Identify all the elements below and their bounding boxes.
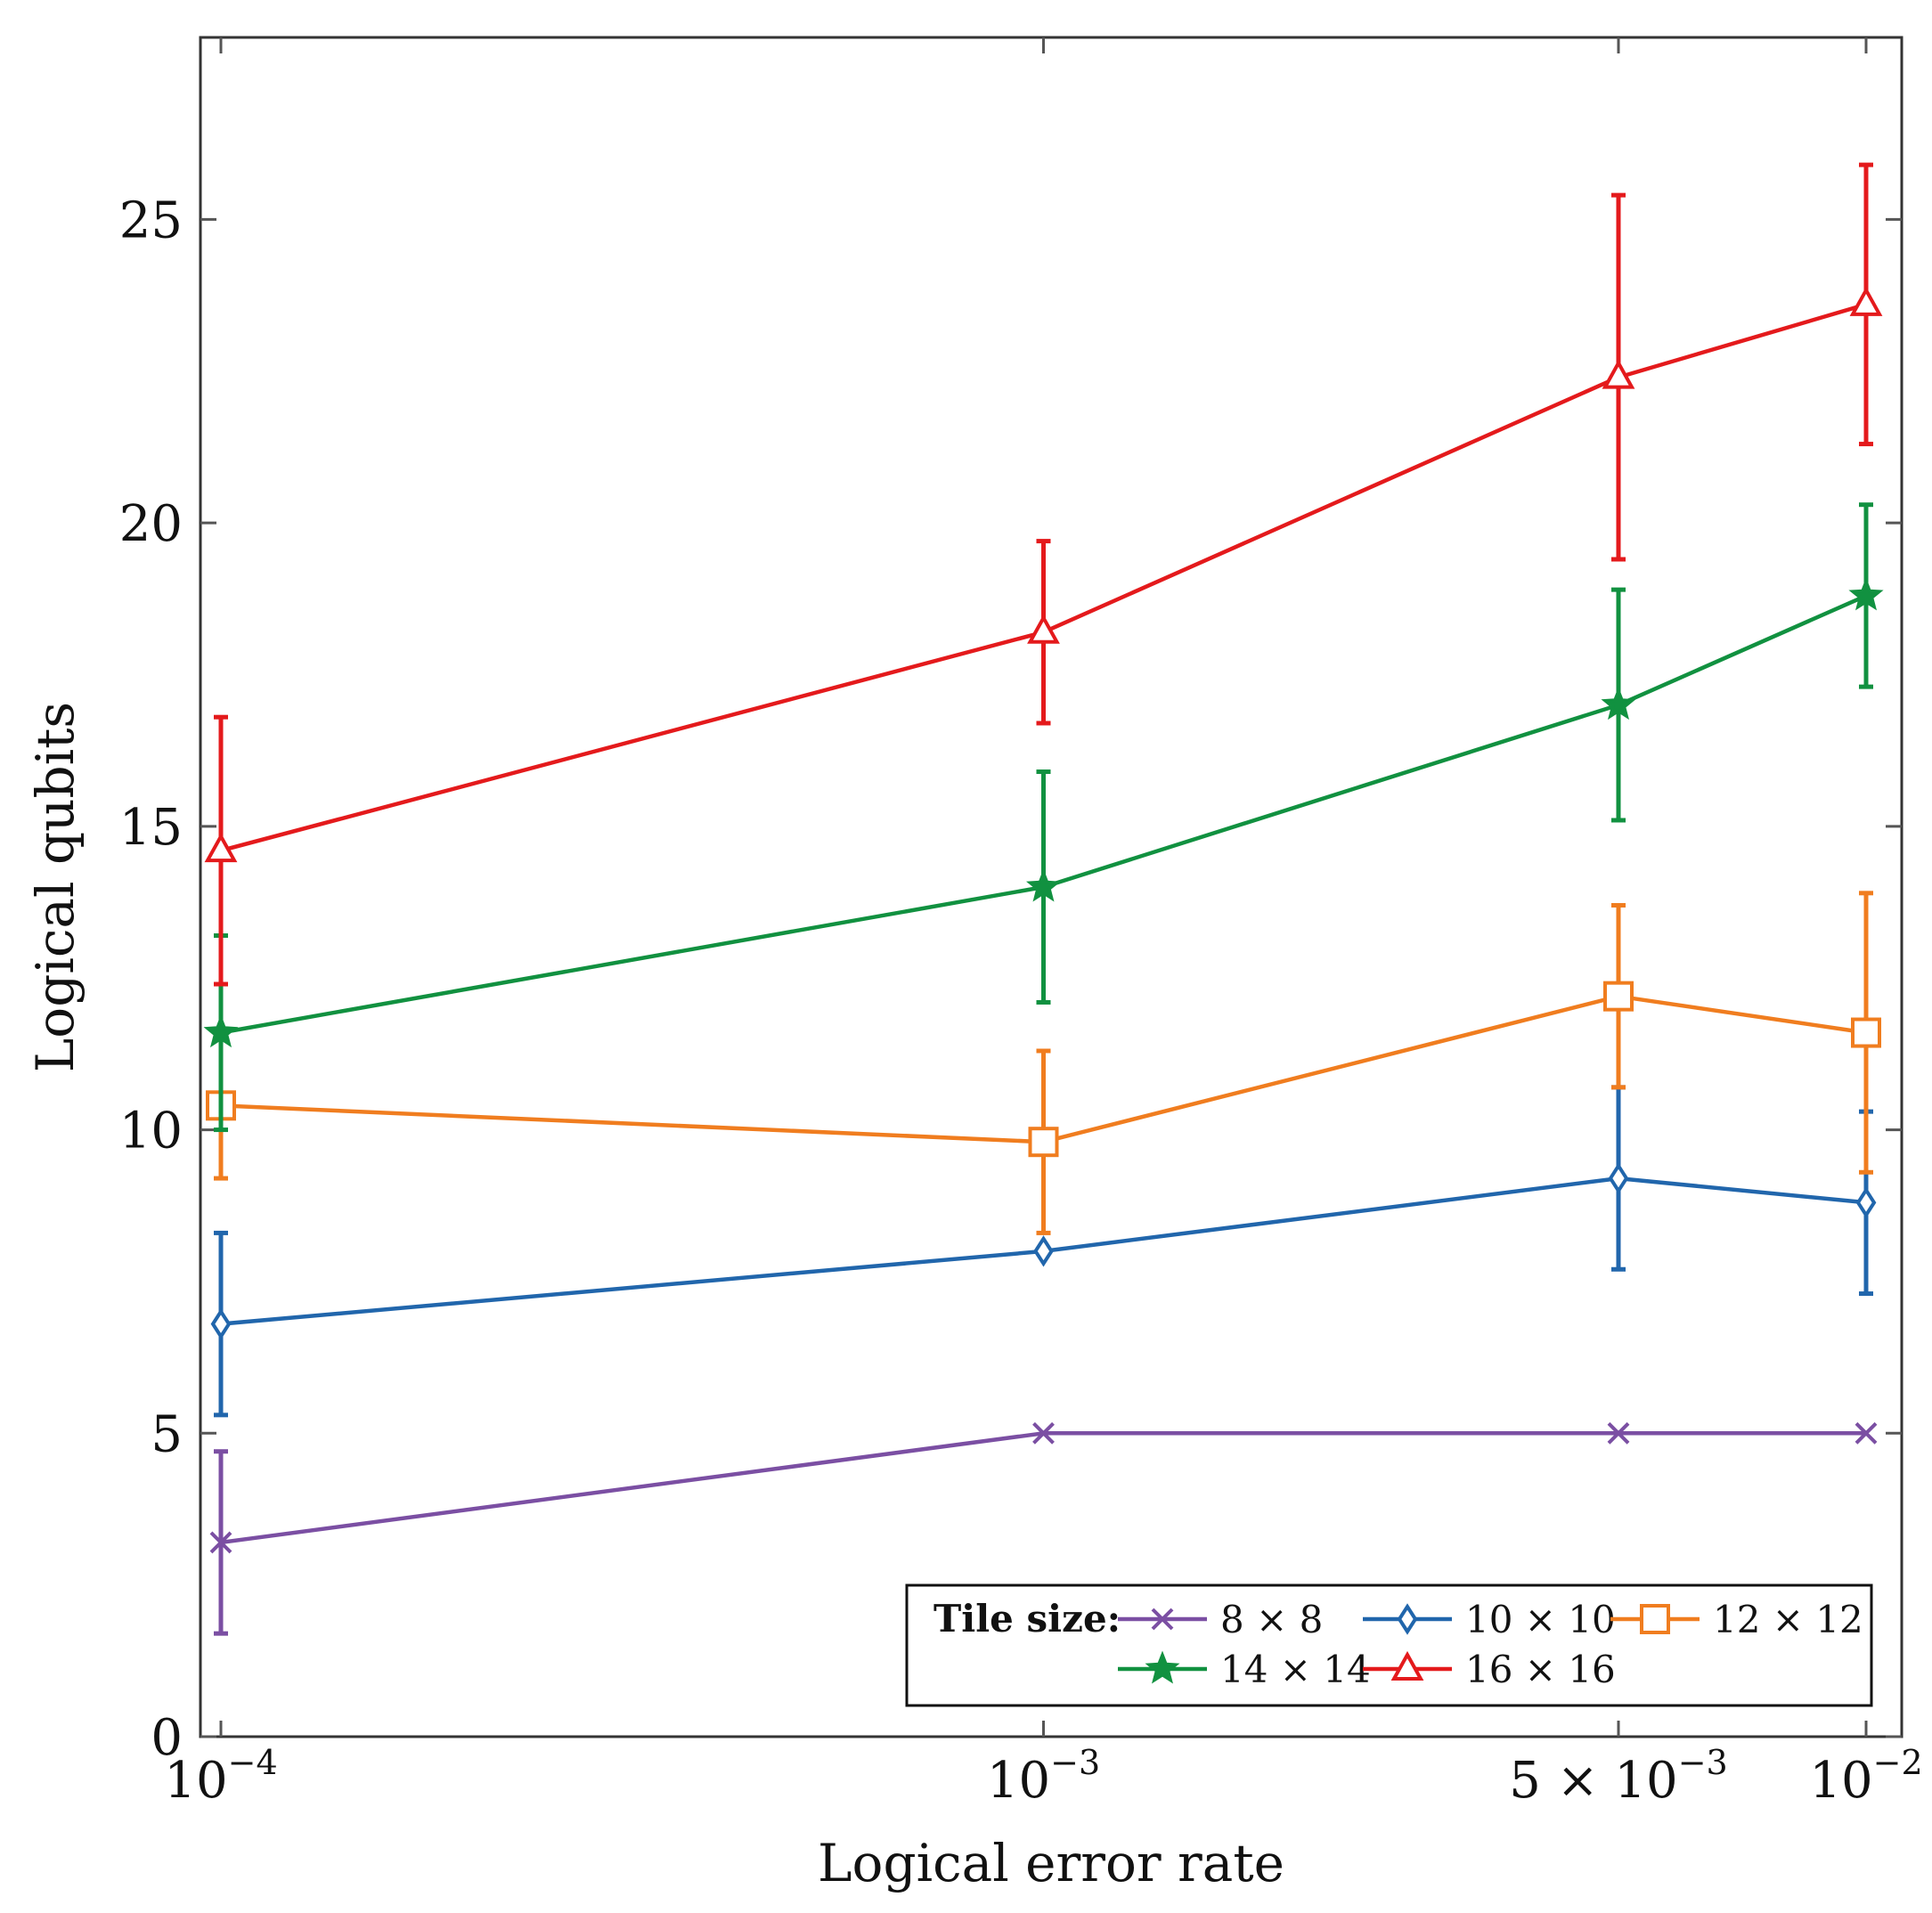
y-tick-label: 5 [151, 1405, 183, 1463]
plot-frame [199, 36, 1903, 1738]
legend-label: 10 × 10 [1465, 1598, 1616, 1641]
series-12-12 [206, 891, 1881, 1235]
data-point [1601, 687, 1636, 720]
legend-item-12-12: 12 × 12 [1610, 1598, 1863, 1641]
data-point [1848, 577, 1884, 611]
y-tick-label: 15 [119, 799, 183, 857]
series-line [220, 1176, 1867, 1326]
x-tick-label: 10−2 [1809, 1743, 1922, 1810]
data-point [1033, 1235, 1054, 1267]
data-point [1851, 1017, 1881, 1048]
y-tick-label: 10 [119, 1103, 183, 1160]
series-8-8 [209, 1421, 1878, 1636]
legend: Tile size: 8 × 8 10 × 10 12 × 12 14 × 14 16 … [905, 1583, 1873, 1707]
series-16-16 [204, 162, 1883, 987]
legend-item-10-10: 10 × 10 [1363, 1598, 1616, 1641]
data-point [1855, 1186, 1877, 1219]
y-tick-labels: 0 5 10 15 20 25 [119, 191, 183, 1767]
x-axis-label: Logical error rate [818, 1833, 1284, 1893]
legend-title: Tile size: [933, 1597, 1121, 1640]
legend-label: 14 × 14 [1220, 1648, 1371, 1691]
y-axis-label: Logical qubits [25, 702, 86, 1072]
y-tick-label: 25 [119, 191, 183, 249]
data-point [1028, 1127, 1059, 1158]
data-point [1855, 1421, 1878, 1445]
series-line [220, 302, 1867, 853]
data-point [203, 1013, 239, 1048]
series-line [220, 994, 1867, 1144]
series-layer [203, 162, 1884, 1636]
legend-marker [1151, 1608, 1174, 1631]
legend-items: 8 × 8 10 × 10 12 × 12 14 × 14 16 × 16 [1118, 1598, 1863, 1691]
legend-label: 8 × 8 [1220, 1598, 1323, 1641]
legend-item-8-8: 8 × 8 [1118, 1598, 1323, 1641]
data-point [204, 832, 238, 863]
data-point [1849, 286, 1883, 316]
data-point [1032, 1421, 1055, 1445]
data-point [1027, 614, 1060, 644]
data-point [1607, 1421, 1630, 1445]
series-line [220, 1431, 1866, 1545]
x-tick-label: 10−3 [987, 1743, 1100, 1810]
x-tick-labels: 10−4 10−3 5 × 10−3 10−2 [164, 1743, 1922, 1810]
axis-ticks [200, 37, 1902, 1738]
series-14-14 [203, 502, 1884, 1133]
data-point [1608, 1162, 1629, 1194]
x-tick-label: 5 × 10−3 [1509, 1743, 1727, 1810]
legend-item-16-16: 16 × 16 [1363, 1648, 1616, 1691]
data-point [1025, 868, 1062, 902]
legend-marker [1640, 1604, 1670, 1634]
legend-marker [1397, 1603, 1418, 1635]
y-tick-label: 20 [119, 495, 183, 553]
x-tick-label: 10−4 [164, 1743, 277, 1810]
series-10-10 [210, 1085, 1877, 1418]
data-point [1602, 359, 1635, 389]
legend-label: 16 × 16 [1465, 1648, 1616, 1691]
series-line [220, 593, 1867, 1035]
legend-label: 12 × 12 [1713, 1598, 1863, 1641]
data-point [209, 1531, 232, 1554]
legend-box [905, 1583, 1873, 1707]
y-tick-label: 0 [151, 1709, 183, 1767]
data-point [210, 1307, 232, 1340]
legend-item-14-14: 14 × 14 [1118, 1648, 1371, 1691]
legend-marker [1390, 1650, 1424, 1681]
legend-marker [1145, 1650, 1180, 1684]
data-point [1602, 981, 1634, 1012]
